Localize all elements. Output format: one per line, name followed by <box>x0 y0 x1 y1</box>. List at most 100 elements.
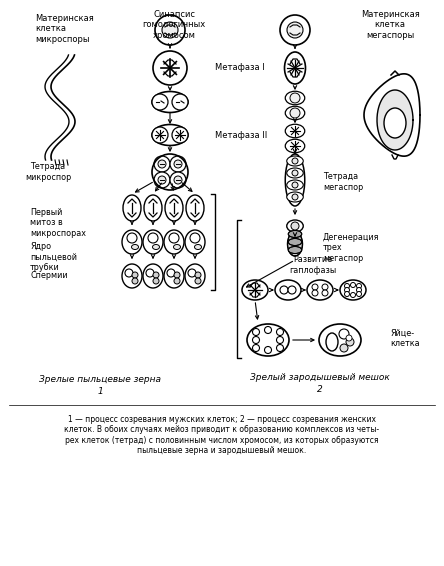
Ellipse shape <box>194 245 202 250</box>
Ellipse shape <box>288 238 302 246</box>
Text: 1 — процесс созревания мужских клеток; 2 — процесс созревания женских
клеток. В : 1 — процесс созревания мужских клеток; 2… <box>64 415 380 455</box>
Circle shape <box>253 328 259 336</box>
Circle shape <box>312 290 318 296</box>
Ellipse shape <box>287 220 303 232</box>
Ellipse shape <box>165 195 183 221</box>
Circle shape <box>146 269 154 277</box>
Circle shape <box>132 278 138 284</box>
Circle shape <box>345 284 349 289</box>
Ellipse shape <box>164 230 184 254</box>
Ellipse shape <box>288 232 302 256</box>
Circle shape <box>345 291 349 297</box>
Circle shape <box>292 158 298 164</box>
Circle shape <box>322 284 328 290</box>
Ellipse shape <box>143 264 163 288</box>
Ellipse shape <box>143 230 163 254</box>
Circle shape <box>350 293 356 298</box>
Ellipse shape <box>285 91 305 105</box>
Polygon shape <box>377 90 413 150</box>
Ellipse shape <box>186 195 204 221</box>
Circle shape <box>288 286 296 294</box>
Text: Ядро
пыльцевой
трубки: Ядро пыльцевой трубки <box>30 242 77 272</box>
Circle shape <box>350 282 356 288</box>
Text: Зрелые пыльцевые зерна: Зрелые пыльцевые зерна <box>39 375 161 384</box>
Text: Спермии: Спермии <box>30 272 67 281</box>
Ellipse shape <box>131 245 139 250</box>
Circle shape <box>312 284 318 290</box>
Ellipse shape <box>287 192 303 202</box>
Circle shape <box>174 176 182 184</box>
Ellipse shape <box>288 247 302 254</box>
Text: Тетрада
мегаспор: Тетрада мегаспор <box>323 172 363 192</box>
Circle shape <box>292 182 298 188</box>
Text: Метафаза I: Метафаза I <box>215 63 265 72</box>
Circle shape <box>253 345 259 351</box>
Circle shape <box>148 233 158 243</box>
Ellipse shape <box>242 280 268 300</box>
Circle shape <box>132 272 138 278</box>
Circle shape <box>153 278 159 284</box>
Ellipse shape <box>164 264 184 288</box>
Circle shape <box>280 286 288 294</box>
Ellipse shape <box>287 168 303 178</box>
Circle shape <box>158 176 166 184</box>
Circle shape <box>277 337 284 344</box>
Circle shape <box>174 160 182 168</box>
Text: Зрелый зародышевый мешок: Зрелый зародышевый мешок <box>250 374 390 383</box>
Circle shape <box>322 290 328 296</box>
Ellipse shape <box>123 195 141 221</box>
Ellipse shape <box>185 264 205 288</box>
Circle shape <box>172 127 188 143</box>
Circle shape <box>190 233 200 243</box>
Circle shape <box>152 94 168 110</box>
Ellipse shape <box>287 180 303 190</box>
Ellipse shape <box>285 52 305 84</box>
Circle shape <box>169 233 179 243</box>
Circle shape <box>292 170 298 176</box>
Ellipse shape <box>285 154 305 206</box>
Circle shape <box>127 233 137 243</box>
Circle shape <box>170 156 186 172</box>
Circle shape <box>292 194 298 200</box>
Ellipse shape <box>285 106 305 120</box>
Ellipse shape <box>152 245 159 250</box>
Ellipse shape <box>122 230 142 254</box>
Circle shape <box>277 328 284 336</box>
Text: Развитие
гаплофазы: Развитие гаплофазы <box>289 255 337 275</box>
Circle shape <box>357 291 361 297</box>
Ellipse shape <box>287 156 303 166</box>
Circle shape <box>340 344 348 352</box>
Circle shape <box>153 272 159 278</box>
Circle shape <box>170 172 186 188</box>
Ellipse shape <box>152 125 188 145</box>
Text: Метафаза II: Метафаза II <box>215 131 267 139</box>
Ellipse shape <box>185 230 205 254</box>
Ellipse shape <box>307 280 333 300</box>
Circle shape <box>195 278 201 284</box>
Text: Первый
митоз в
микроспорах: Первый митоз в микроспорах <box>30 208 86 238</box>
Polygon shape <box>364 74 420 156</box>
Ellipse shape <box>122 264 142 288</box>
Ellipse shape <box>285 125 305 138</box>
Circle shape <box>172 94 188 110</box>
Ellipse shape <box>326 333 338 351</box>
Circle shape <box>188 269 196 277</box>
Text: Дегенерация
трех
мегаспор: Дегенерация трех мегаспор <box>323 233 380 263</box>
Text: Материнская
клетка
мегаспоры: Материнская клетка мегаспоры <box>361 10 420 40</box>
Circle shape <box>152 127 168 143</box>
Ellipse shape <box>340 280 366 300</box>
Circle shape <box>291 222 299 230</box>
Circle shape <box>290 93 300 103</box>
Text: 1: 1 <box>97 387 103 396</box>
Ellipse shape <box>384 108 406 138</box>
Circle shape <box>346 335 352 341</box>
Text: Тетрада
микроспор: Тетрада микроспор <box>25 162 71 182</box>
Circle shape <box>153 51 187 85</box>
Circle shape <box>357 288 361 293</box>
Ellipse shape <box>319 324 361 356</box>
Circle shape <box>290 108 300 118</box>
Ellipse shape <box>174 245 181 250</box>
Circle shape <box>125 269 133 277</box>
Text: Синапсис
гомологичных
хромосом: Синапсис гомологичных хромосом <box>143 10 206 40</box>
Circle shape <box>346 338 354 346</box>
